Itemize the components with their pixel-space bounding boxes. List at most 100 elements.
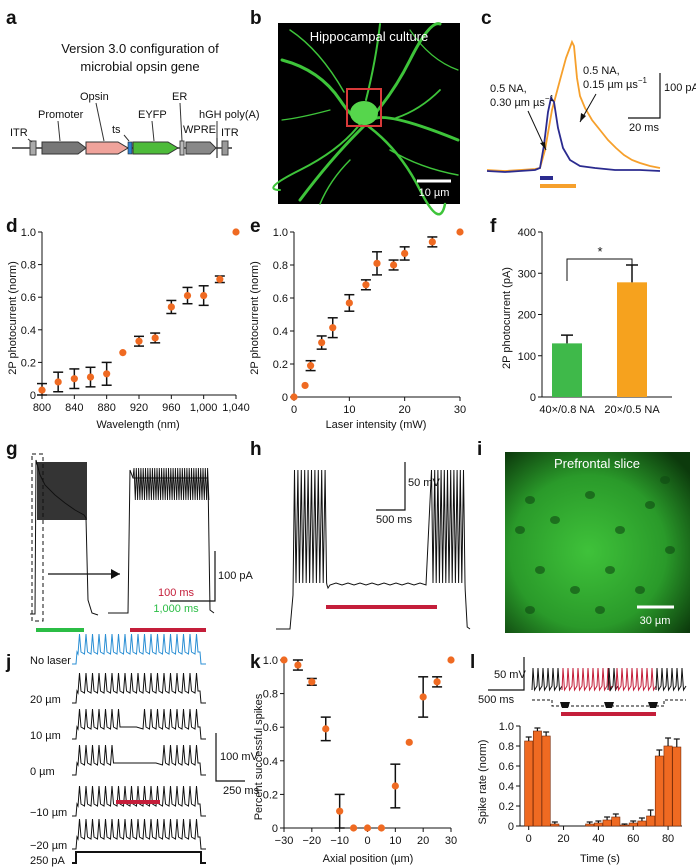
cell-body <box>525 496 535 504</box>
chart-d-ylabel: 2P photocurrent (norm) <box>7 261 19 375</box>
x-tick-label: 10 <box>389 835 401 847</box>
chart-k-xlabel: Axial position (µm) <box>323 853 414 865</box>
panel-i-micrograph: Prefrontal slice 30 µm <box>505 452 690 633</box>
l-trace-segment <box>607 667 619 692</box>
scalebar-h-y-label: 50 mV <box>408 477 440 489</box>
category-label: 20×/0.5 NA <box>604 404 660 416</box>
data-point <box>428 238 436 246</box>
bar <box>620 824 629 827</box>
category-label: 40×/0.8 NA <box>539 404 595 416</box>
y-tick-label: 0.8 <box>21 260 36 272</box>
x-tick-label: 10 <box>343 404 355 416</box>
x-tick-label: 80 <box>662 833 674 845</box>
slice-cells <box>515 476 675 614</box>
label-itr-left: ITR <box>10 127 28 139</box>
chart-d: 2P photocurrent (norm) Wavelength (nm) 0… <box>7 227 250 431</box>
significance-star: * <box>597 244 602 259</box>
data-point <box>167 303 175 311</box>
bar <box>663 745 673 827</box>
data-point <box>456 228 464 236</box>
data-point <box>216 275 224 283</box>
x-tick-label: 960 <box>162 402 180 414</box>
data-point <box>86 373 95 381</box>
x-tick-label: 1,000 <box>190 402 218 414</box>
data-point <box>119 349 127 357</box>
y-tick-label: 0.2 <box>499 801 514 813</box>
scalebar-g-y-label: 100 pA <box>218 570 254 582</box>
bar <box>617 282 647 397</box>
data-point <box>200 291 208 300</box>
data-point <box>349 824 358 832</box>
cell-body <box>635 586 645 594</box>
y-tick-label: 0.2 <box>263 789 278 801</box>
micrograph-i-background <box>505 452 690 633</box>
bar <box>628 822 638 827</box>
stim-bar-j <box>116 800 160 804</box>
y-tick-label: 0.6 <box>273 293 288 305</box>
chart-e-ylabel: 2P photocurrent (norm) <box>249 261 261 375</box>
opsin-arrow <box>85 141 129 155</box>
x-tick-label: 20 <box>557 833 569 845</box>
bar <box>654 755 664 827</box>
panel-letter-a: a <box>6 8 17 29</box>
j-row-label-6: 250 pA <box>30 855 66 867</box>
y-tick-label: 0.4 <box>273 326 288 338</box>
panel-letter-i: i <box>477 439 482 460</box>
label-promoter: Promoter <box>38 109 84 121</box>
bar <box>611 816 621 827</box>
x-tick-label: −20 <box>302 835 321 847</box>
cell-body <box>535 566 545 574</box>
panel-letter-b: b <box>250 8 262 29</box>
data-point <box>377 824 386 832</box>
cell-body <box>665 546 675 554</box>
y-tick-label: 0 <box>30 390 36 402</box>
data-point <box>405 738 413 746</box>
oscillation-path <box>132 467 210 501</box>
stim-bar-l <box>561 712 656 716</box>
data-point <box>322 725 330 733</box>
data-point <box>301 381 309 390</box>
y-tick-label: 400 <box>518 227 536 239</box>
significance-bracket <box>566 258 633 281</box>
j-trace <box>72 744 206 776</box>
x-tick-label: −30 <box>275 835 294 847</box>
scalebar-j <box>215 733 245 782</box>
x-tick-label: 0 <box>526 833 532 845</box>
cell-body <box>515 526 525 534</box>
y-tick-label: 0 <box>508 821 514 833</box>
l-trace-segment <box>615 667 657 692</box>
l-trace-segment <box>531 667 563 692</box>
er-block <box>179 140 185 156</box>
l-marker <box>648 702 658 708</box>
cell-body <box>585 491 595 499</box>
construct-title-line1: Version 3.0 configuration of <box>61 41 219 56</box>
bar <box>646 815 656 827</box>
x-tick-label: 840 <box>65 402 83 414</box>
y-tick-label: 1.0 <box>263 655 278 667</box>
scalebar-c-y-label: 100 pA <box>664 82 696 94</box>
x-tick-label: 880 <box>97 402 115 414</box>
cell-soma <box>350 101 378 125</box>
chart-l-ylabel: Spike rate (norm) <box>477 740 489 825</box>
data-point <box>280 656 288 664</box>
cell-body <box>595 606 605 614</box>
y-tick-label: 0 <box>272 823 278 835</box>
j-trace-group <box>72 633 206 864</box>
j-trace <box>72 785 206 817</box>
scalebar-b-label: 10 µm <box>419 187 450 199</box>
data-point <box>70 375 78 383</box>
x-tick-label: 20 <box>417 835 429 847</box>
j-trace <box>72 672 206 704</box>
scalebar-h <box>376 462 406 511</box>
label-blue-na: 0.5 NA, <box>490 83 527 95</box>
j-trace <box>72 708 206 740</box>
j-row-label-2: 10 µm <box>30 730 61 742</box>
cell-body <box>605 566 615 574</box>
stim-bar-h <box>326 605 437 609</box>
cell-body <box>615 526 625 534</box>
j-current-step <box>72 851 206 864</box>
l-trace-segment <box>561 667 613 692</box>
y-tick-label: 0.4 <box>499 781 514 793</box>
data-point <box>373 259 381 267</box>
j-row-label-5: −20 µm <box>30 840 67 852</box>
